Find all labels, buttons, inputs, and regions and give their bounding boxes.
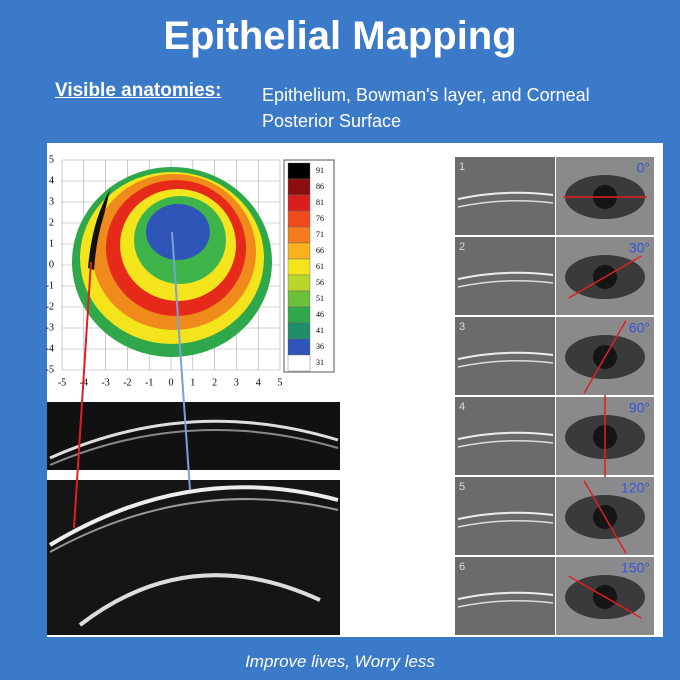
x-tick-label: -3 xyxy=(101,377,109,388)
scale-swatch xyxy=(287,338,311,356)
y-tick-label: 5 xyxy=(49,154,54,165)
scale-label: 66 xyxy=(316,246,324,255)
y-tick-label: -2 xyxy=(46,301,54,312)
scale-swatch xyxy=(287,322,311,340)
x-tick-label: -5 xyxy=(58,377,66,388)
y-tick-label: 4 xyxy=(49,175,54,186)
oct-image xyxy=(47,402,340,470)
x-tick-label: 1 xyxy=(190,377,195,388)
footer: Improve lives, Worry less xyxy=(245,652,435,671)
scan-line xyxy=(457,351,554,360)
scale-label: 56 xyxy=(316,278,324,287)
x-tick-label: -2 xyxy=(123,377,131,388)
scale-label: 86 xyxy=(316,182,324,191)
scan-line xyxy=(457,200,554,208)
x-tick-label: 2 xyxy=(212,377,217,388)
description: Epithelium, Bowman's layer, and Corneal … xyxy=(262,85,590,131)
scale-swatch xyxy=(287,194,311,212)
thickness-map xyxy=(72,167,272,357)
scan-line xyxy=(457,431,554,440)
y-tick-label: -1 xyxy=(46,280,54,291)
y-tick-label: 3 xyxy=(49,196,54,207)
arrow xyxy=(73,261,92,529)
scan-line xyxy=(457,360,554,368)
scan-line xyxy=(457,271,554,280)
y-tick-label: 0 xyxy=(49,259,54,270)
panel-number: 5 xyxy=(459,481,465,493)
panel-number: 1 xyxy=(459,161,465,173)
scan-line xyxy=(457,511,554,520)
scale-swatch xyxy=(287,162,311,180)
scale-swatch xyxy=(287,210,311,228)
x-tick-label: 4 xyxy=(256,377,261,388)
scale-label: 46 xyxy=(316,310,324,319)
oct-image xyxy=(47,480,340,635)
y-tick-label: 2 xyxy=(49,217,54,228)
scale-label: 91 xyxy=(316,166,324,175)
label: Visible anatomies: xyxy=(55,80,222,101)
x-tick-label: -1 xyxy=(145,377,153,388)
scale-swatch xyxy=(287,274,311,292)
x-tick-label: 0 xyxy=(169,377,174,388)
panel-number: 6 xyxy=(459,561,465,573)
scan-line xyxy=(457,591,554,600)
scale-label: 31 xyxy=(316,358,324,367)
scan-direction xyxy=(583,480,627,554)
arrow xyxy=(171,231,191,491)
scale-swatch xyxy=(287,258,311,276)
scale-swatch xyxy=(287,306,311,324)
angle-label: 90° xyxy=(629,400,650,416)
scan-line xyxy=(457,440,554,448)
scan-line xyxy=(457,191,554,200)
scan-line xyxy=(457,600,554,608)
panel-number: 2 xyxy=(459,241,465,253)
x-tick-label: 3 xyxy=(234,377,239,388)
scale-label: 71 xyxy=(316,230,324,239)
scan-line xyxy=(457,280,554,288)
angle-label: 150° xyxy=(621,560,650,576)
y-tick-label: 1 xyxy=(49,238,54,249)
scale-label: 36 xyxy=(316,342,324,351)
scale-swatch xyxy=(287,290,311,308)
y-tick-label: -3 xyxy=(46,322,54,333)
panel-number: 3 xyxy=(459,321,465,333)
scale-label: 76 xyxy=(316,214,324,223)
scale-swatch xyxy=(287,226,311,244)
scale-label: 81 xyxy=(316,198,324,207)
scale-label: 61 xyxy=(316,262,324,271)
scale-swatch xyxy=(287,354,311,372)
scan-direction xyxy=(568,575,642,619)
y-tick-label: -5 xyxy=(46,364,54,375)
x-tick-label: 5 xyxy=(278,377,283,388)
scan-direction xyxy=(568,255,642,299)
angle-label: 60° xyxy=(629,320,650,336)
color-scale: 91 86 81 76 71 66 61 56 51 46 41 36 31 xyxy=(283,159,335,373)
scale-label: 41 xyxy=(316,326,324,335)
scale-label: 51 xyxy=(316,294,324,303)
scan-panels: 1 0° 2 30° 3 60° 4 90° 5 120° 6 150° xyxy=(455,157,654,635)
angle-label: 0° xyxy=(637,160,650,176)
scale-swatch xyxy=(287,178,311,196)
scale-swatch xyxy=(287,242,311,260)
angle-label: 30° xyxy=(629,240,650,256)
scan-direction xyxy=(583,320,627,394)
angle-label: 120° xyxy=(621,480,650,496)
title: Epithelial Mapping xyxy=(163,14,517,58)
panel-number: 4 xyxy=(459,401,465,413)
scan-line xyxy=(457,520,554,528)
y-tick-label: -4 xyxy=(46,343,54,354)
